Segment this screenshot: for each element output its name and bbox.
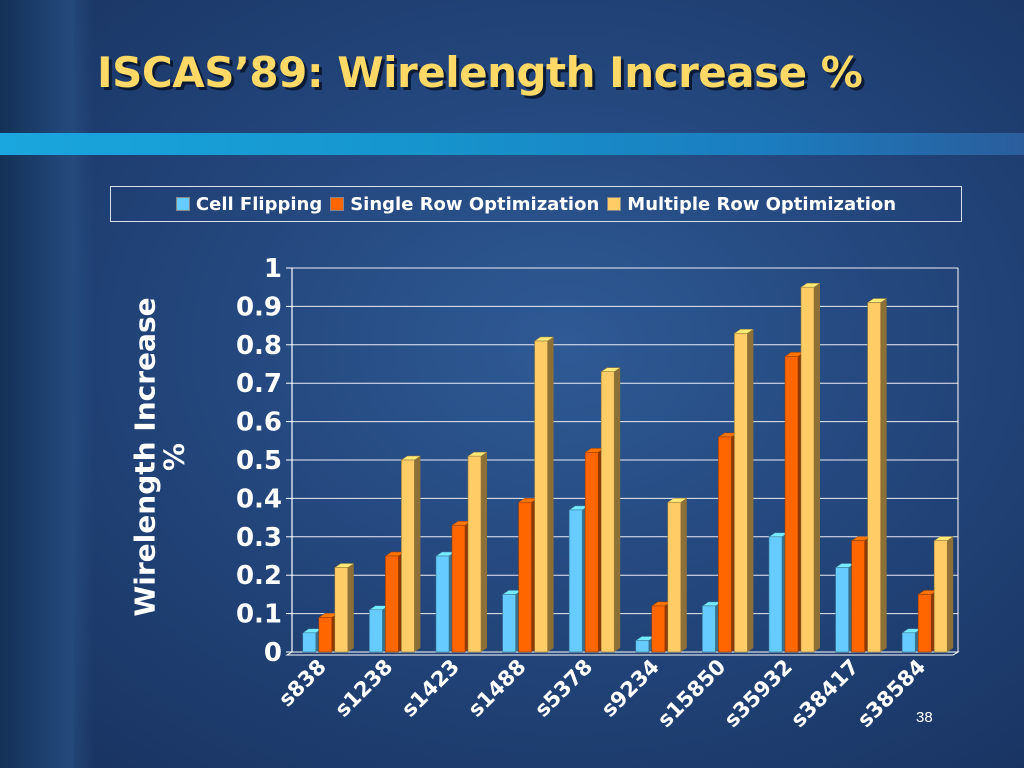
bar <box>302 632 317 653</box>
bar-side <box>947 536 954 652</box>
y-tick-label: 0.7 <box>236 369 282 399</box>
bar-side <box>481 452 487 652</box>
bar <box>800 286 815 653</box>
y-tick-label: 0.2 <box>236 561 282 591</box>
legend-swatch-cell-flipping <box>175 197 190 211</box>
y-tick-label: 0.6 <box>236 408 282 438</box>
x-tick-label: s35932 <box>720 655 797 732</box>
x-tick-label: s15850 <box>653 655 730 732</box>
bar <box>518 501 532 653</box>
bar <box>933 540 948 653</box>
y-tick-label: 0.1 <box>236 600 282 630</box>
x-tick-label: s38417 <box>786 655 863 732</box>
bar-side <box>880 298 887 652</box>
bar <box>568 509 583 653</box>
bar <box>435 555 450 653</box>
x-tick-label: s1238 <box>330 655 397 722</box>
bar <box>917 594 932 653</box>
legend-label-cell-flipping: Cell Flipping <box>195 193 323 215</box>
bar <box>784 356 799 653</box>
chart-legend: Cell Flipping Single Row Optimization Mu… <box>110 186 962 222</box>
bar <box>401 459 415 653</box>
background-left-band <box>0 0 74 768</box>
y-tick-label: 0 <box>264 638 282 668</box>
bar <box>318 617 333 653</box>
bar <box>835 567 849 653</box>
bar <box>635 640 650 653</box>
bar <box>534 340 548 653</box>
bar-side <box>814 283 820 652</box>
bar <box>584 452 599 653</box>
header-stripe <box>0 133 1024 155</box>
x-tick-label: s1488 <box>463 655 530 722</box>
y-tick-label: 1 <box>264 254 282 284</box>
bar <box>385 555 399 653</box>
bar <box>651 605 666 653</box>
bar-side <box>614 367 621 652</box>
legend-item-cell-flipping: Cell Flipping <box>175 193 323 215</box>
y-tick-label: 0.3 <box>236 523 282 553</box>
legend-label-multiple-row: Multiple Row Optimization <box>627 193 897 215</box>
bar <box>451 524 466 653</box>
bar <box>734 332 748 653</box>
bar <box>502 594 516 653</box>
bar-side <box>347 563 354 652</box>
slide-number: 38 <box>916 709 933 726</box>
bar <box>667 501 682 653</box>
x-tick-label: s1423 <box>397 655 464 722</box>
x-tick-label: s838 <box>274 655 331 712</box>
bar <box>718 436 732 653</box>
bar <box>369 609 383 653</box>
bar-side <box>547 336 554 652</box>
bar-side <box>680 498 687 652</box>
legend-swatch-single-row <box>330 197 345 211</box>
y-tick-label: 0.9 <box>236 292 282 322</box>
bar <box>467 455 482 653</box>
x-tick-label: s9234 <box>597 655 664 722</box>
bar <box>901 632 916 653</box>
bar <box>600 371 615 653</box>
bar-side <box>747 329 754 652</box>
legend-swatch-multiple-row <box>607 197 622 211</box>
bar <box>768 536 783 653</box>
y-tick-label: 0.8 <box>236 331 282 361</box>
bar <box>851 540 865 653</box>
legend-label-single-row: Single Row Optimization <box>350 193 600 215</box>
legend-item-multiple-row: Multiple Row Optimization <box>607 194 896 215</box>
x-tick-label: s5378 <box>530 655 597 722</box>
bar <box>334 567 349 653</box>
y-tick-label: 0.5 <box>236 446 282 476</box>
y-tick-label: 0.4 <box>236 484 282 514</box>
bar <box>867 302 881 653</box>
bar-side <box>414 456 421 652</box>
background-left-shade <box>74 0 94 768</box>
bar <box>702 605 716 653</box>
slide-title: ISCAS’89: Wirelength Increase % <box>97 48 863 97</box>
legend-item-single-row: Single Row Optimization <box>330 194 599 215</box>
